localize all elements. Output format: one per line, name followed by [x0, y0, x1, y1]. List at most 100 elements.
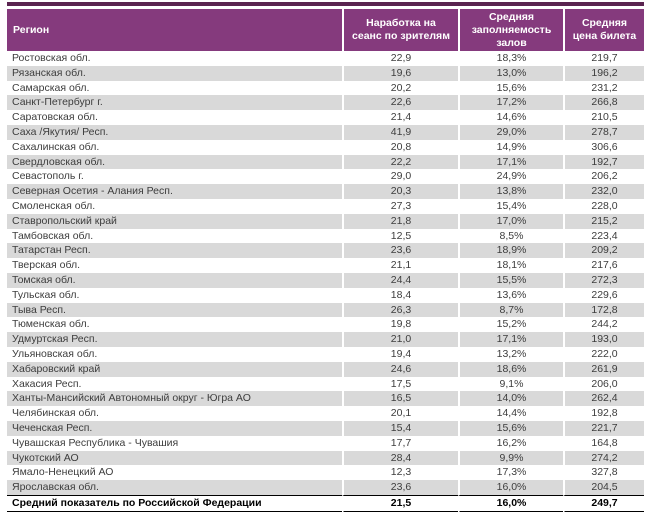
occupancy-value: 15,6% [458, 80, 563, 96]
occupancy-value: 9,9% [458, 450, 563, 466]
attendance-value: 29,0 [342, 169, 458, 185]
price-value: 232,0 [563, 184, 644, 199]
price-value: 327,8 [563, 465, 644, 481]
table-row: Чеченская Респ. 15,4 15,6% 221,7 [7, 420, 644, 436]
price-value: 217,6 [563, 258, 644, 273]
price-value: 221,7 [563, 420, 644, 436]
table-row: Сахалинская обл. 20,8 14,9% 306,6 [7, 139, 644, 155]
table-row: Тамбовская обл. 12,5 8,5% 223,4 [7, 228, 644, 244]
occupancy-value: 8,5% [458, 228, 563, 244]
attendance-value: 16,5 [342, 391, 458, 407]
table-row: Чувашская Республика - Чувашия 17,7 16,2% 1… [7, 435, 644, 451]
region-cell: Хабаровский край [7, 361, 342, 377]
col-header-region: Регион [7, 9, 342, 51]
table-row: Ярославская обл. 23,6 16,0% 204,5 [7, 480, 644, 495]
table-row: Удмуртская Респ. 21,0 17,1% 193,0 [7, 332, 644, 347]
price-value: 193,0 [563, 332, 644, 347]
attendance-value: 21,4 [342, 110, 458, 125]
occupancy-value: 29,0% [458, 124, 563, 140]
attendance-value: 15,4 [342, 420, 458, 436]
table-row: Тульская обл. 18,4 13,6% 229,6 [7, 287, 644, 303]
price-value: 244,2 [563, 317, 644, 333]
occupancy-value: 18,6% [458, 361, 563, 377]
occupancy-value: 17,1% [458, 154, 563, 170]
attendance-value: 17,5 [342, 376, 458, 392]
col-header-avg-ticket-price: Средняя цена билета [563, 9, 644, 51]
price-value: 222,0 [563, 346, 644, 362]
attendance-value: 12,3 [342, 465, 458, 481]
table-row: Челябинская обл. 20,1 14,4% 192,8 [7, 406, 644, 421]
table-header-row: Регион Наработка на сеанс по зрителям Ср… [7, 9, 644, 51]
table-row: Ямало-Ненецкий АО 12,3 17,3% 327,8 [7, 465, 644, 481]
table-row: Хабаровский край 24,6 18,6% 261,9 [7, 361, 644, 377]
attendance-value: 18,4 [342, 287, 458, 303]
region-cell: Ярославская обл. [7, 480, 342, 495]
attendance-value: 17,7 [342, 435, 458, 451]
attendance-value: 21,0 [342, 332, 458, 347]
region-cell: Ставропольский край [7, 213, 342, 229]
price-value: 219,7 [563, 51, 644, 66]
table-row: Свердловская обл. 22,2 17,1% 192,7 [7, 154, 644, 170]
occupancy-value: 15,6% [458, 420, 563, 436]
col-header-hall-occupancy: Средняя заполняемость залов [458, 9, 563, 51]
attendance-value: 20,3 [342, 184, 458, 199]
table-row: Саха /Якутия/ Респ. 41,9 29,0% 278,7 [7, 124, 644, 140]
occupancy-value: 18,1% [458, 258, 563, 273]
attendance-value: 19,6 [342, 65, 458, 81]
region-cell: Тверская обл. [7, 258, 342, 273]
attendance-value: 27,3 [342, 198, 458, 214]
price-value: 229,6 [563, 287, 644, 303]
attendance-value: 20,1 [342, 406, 458, 421]
attendance-value: 12,5 [342, 228, 458, 244]
price-value: 192,8 [563, 406, 644, 421]
price-value: 278,7 [563, 124, 644, 140]
attendance-value: 21,5 [342, 494, 458, 512]
occupancy-value: 17,3% [458, 465, 563, 481]
regions-statistics-table: Регион Наработка на сеанс по зрителям Ср… [7, 9, 644, 512]
occupancy-value: 13,0% [458, 65, 563, 81]
attendance-value: 22,9 [342, 51, 458, 66]
price-value: 249,7 [563, 494, 644, 512]
attendance-value: 20,2 [342, 80, 458, 96]
region-cell: Татарстан Респ. [7, 243, 342, 259]
price-value: 192,7 [563, 154, 644, 170]
region-cell: Сахалинская обл. [7, 139, 342, 155]
occupancy-value: 16,0% [458, 494, 563, 512]
region-cell: Тамбовская обл. [7, 228, 342, 244]
price-value: 261,9 [563, 361, 644, 377]
table-row: Ханты-Мансийский Автономный округ - Югра… [7, 391, 644, 407]
total-row: Средний показатель по Российской Федерац… [7, 494, 644, 512]
table-row: Северная Осетия - Алания Респ. 20,3 13,8% 2… [7, 184, 644, 199]
region-cell: Ростовская обл. [7, 51, 342, 66]
attendance-value: 21,8 [342, 213, 458, 229]
top-accent-bar [7, 2, 644, 6]
table-row: Томская обл. 24,4 15,5% 272,3 [7, 272, 644, 288]
region-cell: Свердловская обл. [7, 154, 342, 170]
occupancy-value: 17,0% [458, 213, 563, 229]
occupancy-value: 16,2% [458, 435, 563, 451]
price-value: 231,2 [563, 80, 644, 96]
region-cell: Севастополь г. [7, 169, 342, 185]
table-row: Тверская обл. 21,1 18,1% 217,6 [7, 258, 644, 273]
region-cell: Тульская обл. [7, 287, 342, 303]
occupancy-value: 15,5% [458, 272, 563, 288]
occupancy-value: 13,6% [458, 287, 563, 303]
table-row: Хакасия Респ. 17,5 9,1% 206,0 [7, 376, 644, 392]
attendance-value: 22,6 [342, 95, 458, 111]
occupancy-value: 15,4% [458, 198, 563, 214]
region-cell: Средний показатель по Российской Федерац… [7, 494, 342, 512]
region-cell: Томская обл. [7, 272, 342, 288]
region-cell: Удмуртская Респ. [7, 332, 342, 347]
price-value: 215,2 [563, 213, 644, 229]
region-cell: Санкт-Петербург г. [7, 95, 342, 111]
price-value: 223,4 [563, 228, 644, 244]
price-value: 266,8 [563, 95, 644, 111]
occupancy-value: 8,7% [458, 302, 563, 318]
occupancy-value: 18,9% [458, 243, 563, 259]
attendance-value: 21,1 [342, 258, 458, 273]
attendance-value: 20,8 [342, 139, 458, 155]
occupancy-value: 14,0% [458, 391, 563, 407]
price-value: 272,3 [563, 272, 644, 288]
price-value: 206,2 [563, 169, 644, 185]
region-cell: Ульяновская обл. [7, 346, 342, 362]
